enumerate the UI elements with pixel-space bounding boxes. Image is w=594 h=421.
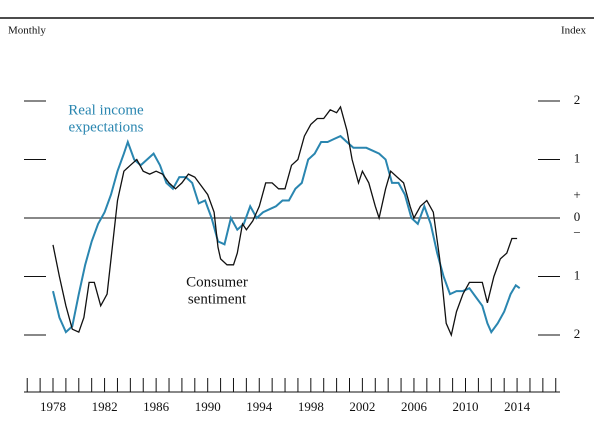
header-right: Index: [561, 25, 587, 37]
sign-plus: +: [573, 187, 580, 202]
x-tick-label: 2014: [504, 399, 531, 414]
header-left: Monthly: [8, 25, 46, 37]
x-tick-label: 2006: [401, 399, 428, 414]
x-tick-label: 1986: [143, 399, 170, 414]
x-tick-label: 1994: [246, 399, 273, 414]
x-tick-label: 1978: [40, 399, 66, 414]
y-tick-label: 0: [574, 209, 581, 224]
series-label: expectations: [69, 119, 144, 135]
y-tick-label: 2: [574, 326, 581, 341]
x-tick-label: 2002: [349, 399, 375, 414]
sign-minus: −: [573, 225, 580, 240]
series-label: sentiment: [188, 291, 247, 307]
x-tick-label: 1998: [298, 399, 324, 414]
series-line: [52, 134, 521, 335]
x-tick-label: 1982: [92, 399, 118, 414]
x-tick-label: 2010: [453, 399, 479, 414]
y-tick-label: 1: [574, 150, 581, 165]
y-tick-label: 2: [574, 92, 581, 107]
x-tick-label: 1990: [195, 399, 221, 414]
series-label: Real income: [68, 102, 144, 118]
y-tick-label: 1: [574, 267, 581, 282]
series-label: Consumer: [186, 274, 248, 290]
series-line: [52, 105, 518, 338]
